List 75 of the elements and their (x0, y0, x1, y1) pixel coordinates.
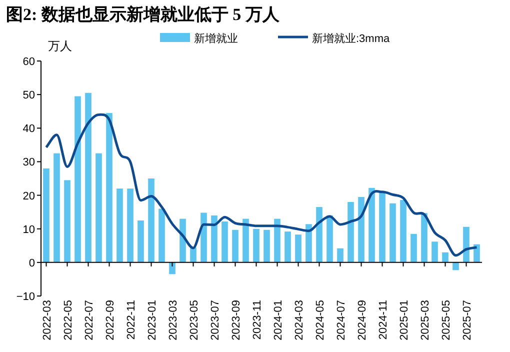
bar (96, 153, 102, 262)
bar (358, 196, 364, 262)
x-tick-label: 2024-03 (293, 300, 306, 340)
x-tick-label: 2025-03 (419, 300, 432, 340)
bar (410, 234, 417, 262)
bar (284, 232, 291, 262)
bar (169, 262, 176, 274)
bar (232, 230, 238, 262)
y-tick-label: 20 (22, 190, 35, 202)
bar (64, 180, 70, 262)
bar (242, 218, 249, 262)
x-tick-label: 2025-07 (461, 300, 474, 340)
x-tick-label: 2022-11 (125, 300, 138, 340)
bar (368, 188, 375, 262)
bar (463, 226, 470, 262)
bar (253, 228, 260, 262)
x-tick-label: 2022-05 (62, 300, 74, 340)
y-tick-label: 50 (22, 90, 35, 102)
y-tick-label: 60 (22, 56, 35, 68)
chart-title: 图2: 数据也显示新增就业低于 5 万人 (6, 5, 280, 24)
bar (211, 215, 218, 262)
x-tick-label: 2023-01 (146, 300, 158, 340)
bar (127, 188, 134, 262)
bar (138, 220, 144, 262)
bar (442, 252, 448, 262)
bar (306, 224, 312, 262)
bar (474, 244, 480, 262)
bar (295, 234, 302, 262)
y-tick-label: 30 (22, 156, 35, 169)
x-tick-label: 2023-03 (167, 300, 180, 340)
bar (348, 202, 354, 262)
bar (274, 218, 280, 262)
x-tick-label: 2024-07 (335, 300, 348, 340)
x-tick-label: 2022-03 (41, 300, 54, 340)
x-tick-label: 2025-01 (398, 300, 410, 340)
legend-label: 新增就业 (194, 32, 238, 45)
bar (432, 242, 438, 262)
bar (43, 168, 50, 262)
x-tick-label: 2023-07 (209, 300, 222, 340)
bar (337, 248, 344, 262)
x-tick-label: 2023-09 (230, 300, 242, 340)
x-tick-label: 2022-09 (104, 300, 116, 340)
bar (421, 213, 428, 262)
legend-label: 新增就业:3mma (312, 32, 390, 45)
bar (148, 178, 154, 262)
y-tick-label: 40 (22, 123, 35, 136)
bar (379, 192, 386, 262)
bar (264, 230, 270, 262)
y-tick-label: −10 (16, 291, 35, 303)
bar (316, 207, 322, 262)
x-tick-label: 2024-05 (314, 300, 326, 340)
x-tick-label: 2022-07 (83, 300, 96, 340)
bar (74, 96, 81, 262)
x-tick-label: 2024-01 (272, 300, 284, 340)
x-tick-label: 2025-05 (440, 300, 452, 340)
bar (222, 221, 228, 262)
bar (326, 215, 333, 262)
x-tick-label: 2024-11 (377, 300, 390, 340)
bar (452, 262, 459, 270)
x-tick-label: 2024-09 (356, 300, 368, 340)
y-tick-label: 0 (28, 257, 35, 270)
bar (190, 247, 196, 262)
y-tick-label: 10 (22, 224, 35, 236)
bar (390, 203, 396, 262)
bar (200, 212, 207, 262)
x-tick-label: 2023-05 (188, 300, 200, 340)
bar (158, 208, 165, 262)
bar (116, 188, 123, 262)
y-axis-title: 万人 (48, 39, 72, 53)
bar (54, 153, 60, 262)
bar (180, 218, 186, 262)
bar (85, 92, 92, 262)
bar (106, 113, 112, 262)
bar (400, 200, 406, 262)
x-tick-label: 2023-11 (251, 300, 264, 340)
